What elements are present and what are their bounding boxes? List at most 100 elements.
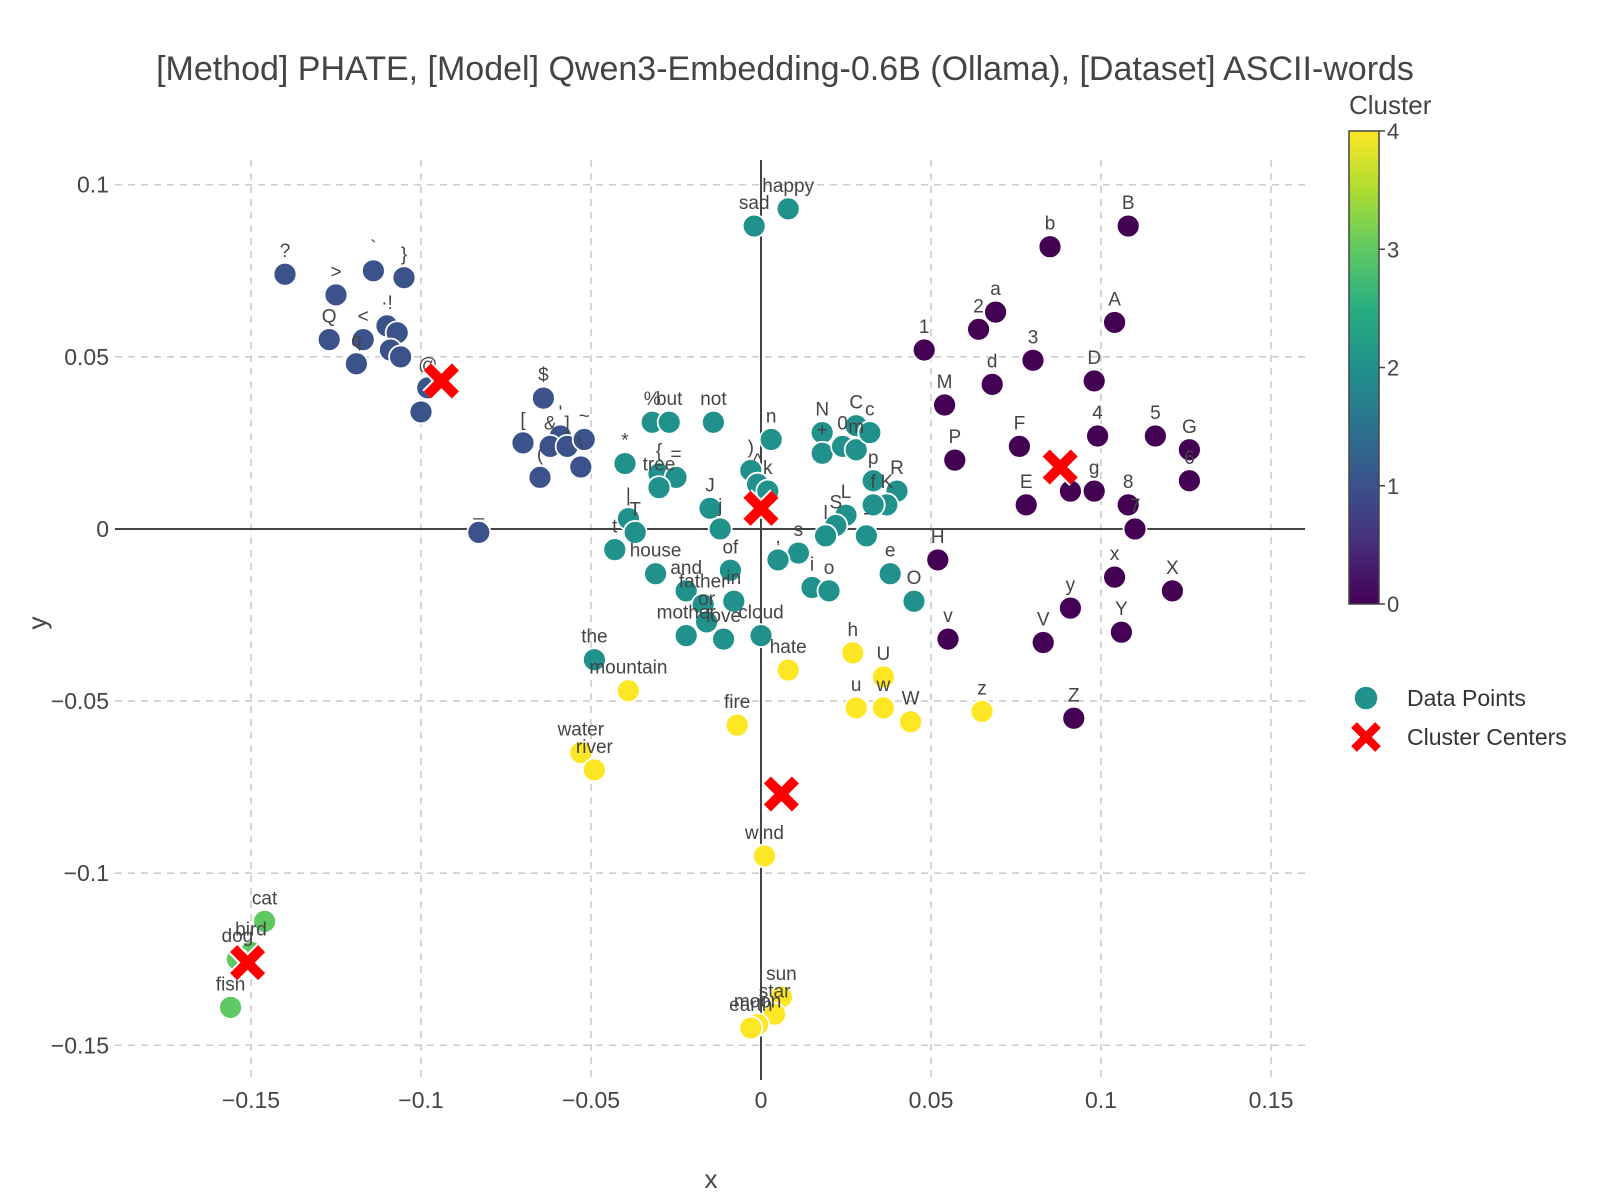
point-label: - (863, 503, 869, 524)
point-label: and (670, 558, 702, 579)
data-point (1061, 705, 1087, 731)
point-label: n (766, 406, 777, 427)
point-label: 6 (1184, 448, 1195, 469)
point-label: mountain (589, 658, 667, 679)
data-point (646, 475, 672, 501)
data-point (738, 1015, 764, 1041)
colorbar-ticks: 0 1 2 3 4 (1379, 119, 1399, 617)
data-point (568, 740, 594, 766)
data-point (343, 351, 369, 377)
point-label: cloud (738, 603, 783, 624)
point-label: of (722, 537, 739, 558)
point-label: z (977, 678, 987, 699)
x-tick-label: 0.15 (1249, 1087, 1294, 1113)
data-point (697, 495, 723, 521)
data-point (1058, 595, 1083, 621)
point-label: m (848, 417, 864, 438)
data-point (1030, 630, 1056, 655)
point-label: 1 (919, 317, 930, 338)
data-point (871, 664, 896, 690)
data-point (218, 994, 244, 1020)
data-point (568, 454, 594, 480)
point-label: * (621, 431, 629, 452)
legend-cluster-centers-marker (1349, 720, 1383, 754)
chart-title: [Method] PHATE, [Model] Qwen3-Embedding-… (156, 50, 1414, 88)
point-label: i (810, 554, 814, 575)
point-label: D (1087, 348, 1101, 369)
point-label: d (987, 351, 998, 372)
data-point (809, 440, 835, 466)
data-point (612, 451, 638, 476)
data-point (1013, 492, 1039, 518)
point-label: moon (734, 992, 782, 1013)
point-label: & (544, 413, 557, 434)
data-point (925, 547, 951, 573)
point-label: x (1110, 544, 1120, 565)
data-point (388, 344, 414, 370)
data-point (1020, 347, 1046, 373)
point-label: N (815, 400, 829, 421)
data-point (673, 578, 699, 604)
data-point (942, 447, 968, 473)
data-point (391, 265, 417, 291)
point-label: _ (473, 499, 485, 520)
data-point (932, 392, 957, 418)
point-label: H (931, 527, 945, 548)
data-point (813, 523, 838, 549)
cluster-center-marker (422, 361, 461, 400)
point-label: 8 (1123, 472, 1134, 493)
point-label: fire (724, 692, 750, 713)
point-label: sun (766, 964, 797, 985)
legend-data-points-label: Data Points (1407, 685, 1526, 711)
point-label: j (717, 496, 722, 517)
point-label: W (902, 689, 920, 710)
data-point (1081, 478, 1107, 504)
point-label: tree (643, 455, 676, 476)
data-point (843, 695, 869, 721)
data-point (1115, 213, 1141, 239)
colorbar-tick-label: 1 (1387, 474, 1399, 499)
data-point (707, 516, 733, 542)
point-label: ( (537, 444, 544, 465)
cluster-center-marker (762, 775, 801, 813)
data-point (1037, 234, 1063, 260)
point-label: w (876, 675, 891, 696)
y-tick-label: 0.1 (77, 172, 109, 198)
point-label: ] (565, 413, 570, 434)
point-label: t (612, 517, 618, 538)
data-point (966, 316, 991, 342)
data-point (1102, 564, 1127, 590)
point-label: O (907, 568, 922, 589)
colorbar-tick-label: 2 (1387, 356, 1399, 381)
point-label: s (794, 520, 804, 541)
point-label: ^ (753, 451, 762, 472)
point-label: 4 (1092, 403, 1103, 424)
point-label: R (890, 458, 904, 479)
data-point (694, 609, 719, 635)
point-label: sad (739, 193, 770, 214)
point-label: 0 (837, 413, 848, 434)
point-label: hate (770, 637, 807, 658)
point-label: E (1020, 472, 1033, 493)
point-label: ? (280, 241, 291, 262)
point-label: but (656, 389, 683, 410)
cluster-center-stroke (1351, 722, 1381, 752)
data-point (969, 698, 995, 724)
point-label: 5 (1150, 403, 1161, 424)
point-label: the (581, 627, 607, 648)
data-point (860, 492, 886, 518)
data-point (1102, 310, 1127, 335)
data-point (741, 213, 767, 239)
data-point (643, 561, 668, 587)
cluster-center-stroke (1042, 449, 1078, 485)
point-label: father (679, 572, 728, 593)
point-label: } (401, 245, 407, 266)
point-label: Q (322, 307, 337, 328)
cluster-center-marker (742, 489, 780, 528)
data-point (758, 427, 784, 452)
point-label: P (948, 427, 961, 448)
y-tick-label: 0 (96, 516, 109, 542)
point-label: X (1166, 558, 1179, 579)
point-label: c (865, 400, 875, 421)
